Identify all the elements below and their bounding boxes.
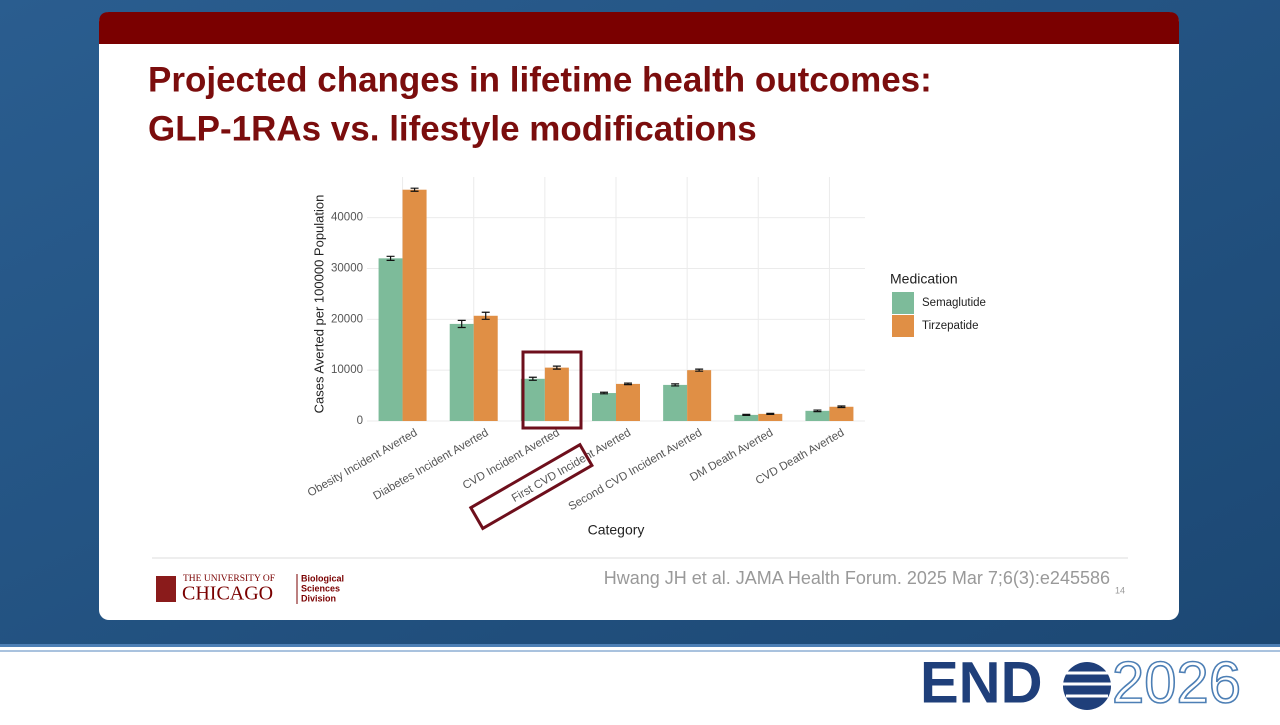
- bar: [520, 378, 545, 421]
- error-bar: [528, 376, 537, 381]
- highlight-box: [521, 350, 583, 430]
- legend-label: Semaglutide: [922, 297, 986, 309]
- bar: [378, 258, 403, 421]
- y-tick-label: 40000: [331, 212, 363, 224]
- footer-rule: [0, 650, 1280, 652]
- citation: Hwang JH et al. JAMA Health Forum. 2025 …: [604, 568, 1110, 588]
- bar: [449, 323, 474, 421]
- slide-title: Projected changes in lifetime health out…: [148, 60, 932, 99]
- slide-title: GLP-1RAs vs. lifestyle modifications: [148, 109, 757, 148]
- bar: [758, 413, 783, 421]
- brand-globe-lines: [1063, 671, 1111, 698]
- error-bar: [766, 412, 775, 415]
- y-tick-label: 0: [357, 415, 363, 427]
- bar: [734, 414, 759, 421]
- x-axis-title: Category: [588, 522, 645, 538]
- error-bar: [410, 187, 419, 192]
- y-tick-label: 30000: [331, 263, 363, 275]
- logo-text: THE UNIVERSITY OF: [183, 574, 275, 584]
- legend-key: [892, 315, 914, 337]
- legend-key: [892, 292, 914, 314]
- bar: [687, 370, 712, 421]
- error-bar: [742, 413, 751, 417]
- bar: [473, 315, 498, 421]
- error-bar: [481, 311, 490, 320]
- error-bar: [600, 391, 608, 395]
- brand-text: END: [920, 650, 1042, 715]
- error-bar: [695, 368, 704, 372]
- y-tick-label: 20000: [331, 313, 363, 325]
- error-bar: [671, 383, 680, 387]
- logo-text: Biological: [301, 573, 344, 583]
- y-axis-title: Cases Averted per 100000 Population: [311, 195, 326, 414]
- bar: [402, 189, 427, 421]
- bar: [663, 384, 688, 421]
- error-bar: [624, 382, 632, 386]
- bar: [805, 410, 830, 421]
- bar: [829, 406, 854, 421]
- legend-title: Medication: [890, 271, 958, 287]
- highlight-box: [468, 442, 594, 531]
- page-number: 14: [1115, 585, 1125, 595]
- brand-globe: [1063, 662, 1111, 710]
- y-tick-label: 10000: [331, 364, 363, 376]
- error-bar: [813, 409, 822, 413]
- error-bar: [552, 365, 561, 370]
- bar: [592, 393, 616, 421]
- error-bar: [386, 255, 395, 261]
- logo-shield: [156, 576, 176, 602]
- bar: [544, 367, 569, 421]
- logo-text: Sciences: [301, 583, 340, 593]
- brand-text: 2026: [1112, 650, 1241, 715]
- slide-header-bar: [99, 12, 1179, 44]
- error-bar: [837, 405, 846, 409]
- legend-label: Tirzepatide: [922, 320, 978, 332]
- logo-text: Division: [301, 593, 336, 603]
- slide-card: [99, 12, 1179, 620]
- footer-rule: [0, 644, 1280, 647]
- bar: [616, 383, 640, 421]
- logo-text: CHICAGO: [182, 583, 273, 605]
- error-bar: [457, 319, 466, 329]
